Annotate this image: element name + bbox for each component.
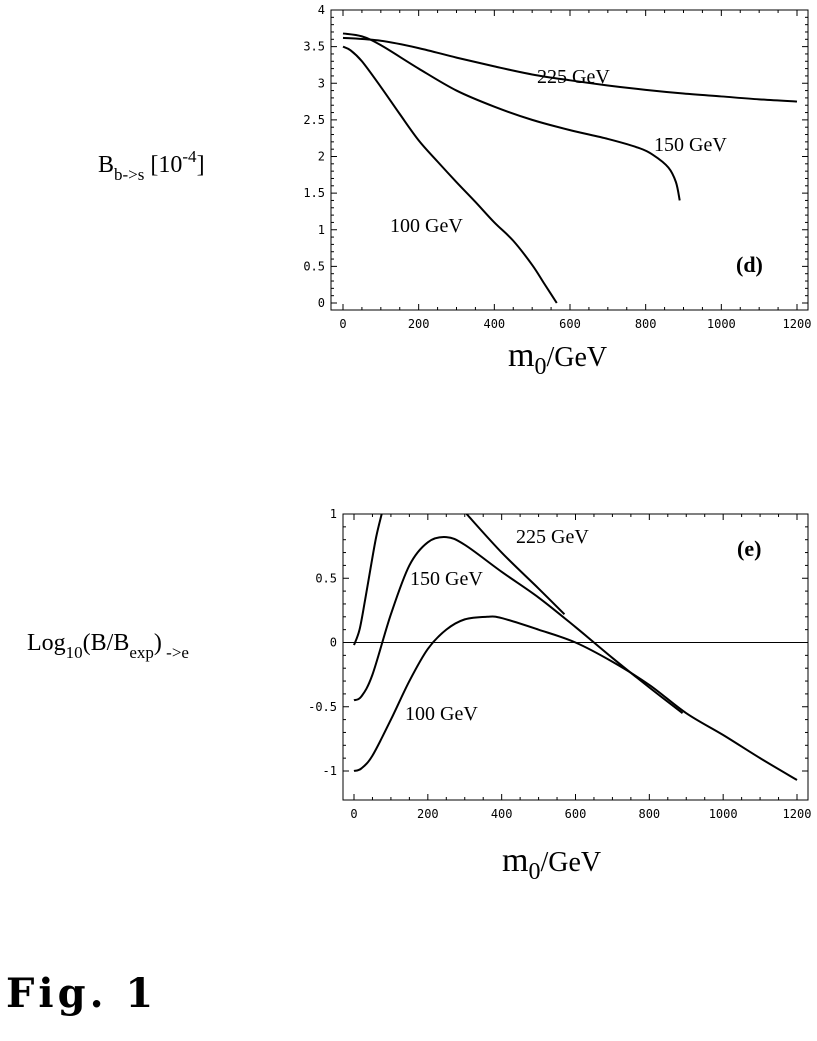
y-tick-label: 2 xyxy=(318,150,325,164)
y-tick-label: 3.5 xyxy=(303,40,325,54)
figure-caption: Fig. 1 xyxy=(6,970,158,1017)
y-axis-label-e: Log10(B/Bexp) ->e xyxy=(27,630,189,662)
axes-frame xyxy=(330,9,809,311)
y-tick-label: 1.5 xyxy=(303,186,325,200)
curve-label-150: 150 GeV xyxy=(654,134,727,156)
series-line-225-gev xyxy=(353,514,383,646)
x-tick-label: 600 xyxy=(559,317,581,331)
x-tick-label: 800 xyxy=(635,317,657,331)
tick-labels: 0 200 400 600 800 1000 1200 0 0.5 1 1.5 2 2.5 3 3.5 4 xyxy=(303,3,811,331)
y-tick-label: -0.5 xyxy=(308,700,337,714)
x-axis-label-d: m0/GeV xyxy=(508,337,607,380)
y-tick-label: 1 xyxy=(318,223,325,237)
tick-labels: 0 200 400 600 800 1000 1200 -1 -0.5 0 0.5 1 xyxy=(308,507,811,821)
chart-panel-e: 0 200 400 600 800 1000 1200 -1 -0.5 0 0.5 1 225 GeV… xyxy=(27,507,811,885)
series-line-100-gev xyxy=(353,615,798,781)
curve-label-100: 100 GeV xyxy=(390,215,463,237)
x-tick-label: 1200 xyxy=(783,807,812,821)
curve-label-150: 150 GeV xyxy=(410,568,483,590)
x-tick-label: 400 xyxy=(491,807,513,821)
x-tick-label: 200 xyxy=(417,807,439,821)
x-tick-label: 800 xyxy=(638,807,660,821)
y-axis-label-d: Bb->s [10-4] xyxy=(98,147,205,184)
chart-panel-d: 0 200 400 600 800 1000 1200 0 0.5 1 1.5 2 2.5 3 3.5 4 2… xyxy=(98,3,811,380)
x-tick-label: 1200 xyxy=(783,317,812,331)
x-tick-label: 1000 xyxy=(709,807,738,821)
y-tick-label: 0 xyxy=(330,636,337,650)
panel-label-e: (e) xyxy=(737,536,761,561)
curve-label-225: 225 GeV xyxy=(516,526,589,548)
y-tick-label: 2.5 xyxy=(303,113,325,127)
x-tick-label: 0 xyxy=(350,807,357,821)
y-tick-label: 0.5 xyxy=(303,259,325,273)
y-tick-label: 0.5 xyxy=(315,571,337,585)
y-tick-label: 1 xyxy=(330,507,337,521)
series-line-225-gev xyxy=(342,36,798,103)
series-line-225-gev xyxy=(465,514,566,615)
x-tick-label: 200 xyxy=(408,317,430,331)
x-tick-label: 0 xyxy=(339,317,346,331)
curve-label-225: 225 GeV xyxy=(537,66,610,88)
x-tick-label: 600 xyxy=(565,807,587,821)
curve-label-100: 100 GeV xyxy=(405,703,478,725)
series-line-150-gev xyxy=(342,32,681,201)
series-lines xyxy=(342,32,798,304)
x-tick-label: 1000 xyxy=(707,317,736,331)
y-tick-label: 3 xyxy=(318,76,325,90)
series-line-100-gev xyxy=(342,45,558,304)
y-tick-label: -1 xyxy=(323,764,337,778)
y-tick-label: 4 xyxy=(318,3,325,17)
panel-label-d: (d) xyxy=(736,252,763,277)
axes-frame xyxy=(342,513,809,801)
series-line-150-gev xyxy=(353,536,684,714)
x-axis-label-e: m0/GeV xyxy=(502,842,601,885)
x-tick-label: 400 xyxy=(483,317,505,331)
y-tick-label: 0 xyxy=(318,296,325,310)
series-lines xyxy=(353,514,798,781)
